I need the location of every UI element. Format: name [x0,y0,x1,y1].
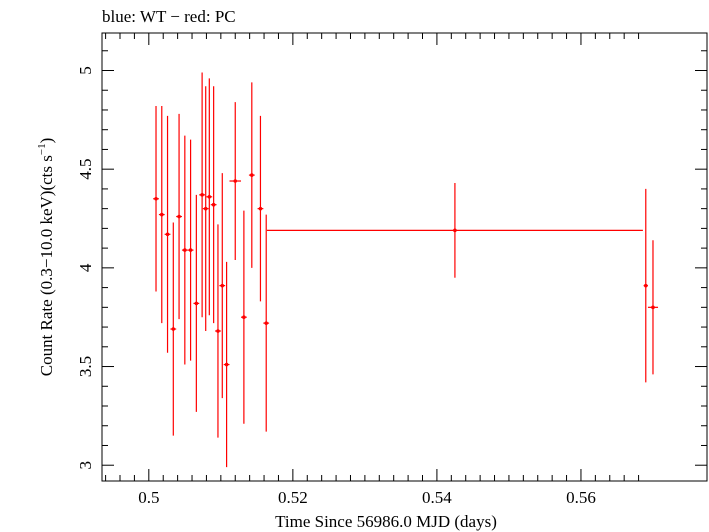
x-tick-label: 0.52 [278,488,308,507]
data-point [177,214,181,219]
plot-frame [101,32,708,482]
data-point [224,362,229,367]
y-axis-label-sup: −1 [36,143,48,155]
data-point [264,321,269,325]
x-tick-label: 0.56 [566,488,596,507]
y-tick-label: 3 [76,461,95,470]
data-point [453,228,457,233]
data-point [258,206,263,211]
data-point [211,202,216,207]
data-point [183,248,187,252]
data-point [194,301,199,306]
x-axis-label: Time Since 56986.0 MJD (days) [275,512,497,531]
data-point [171,327,176,331]
data-point [188,248,193,252]
data-point [250,173,254,177]
y-axis-label-close: ) [37,138,56,144]
y-tick-label: 4 [76,263,95,272]
data-point [207,195,212,199]
data-point [159,212,164,217]
x-axis: 0.5 0.52 0.54 0.56 [105,33,640,507]
y-tick-label: 5 [76,66,95,75]
data-point [165,232,170,237]
data-point [216,329,220,333]
y-tick-label: 4.5 [76,159,95,180]
pc-series [153,72,659,468]
y-axis-label: Count Rate (0.3−10.0 keV)(cts s−1) [36,138,56,377]
data-point [233,179,238,183]
data-point [200,193,204,197]
data-point [203,206,208,211]
chart-title: blue: WT − red: PC [102,7,236,26]
x-tick-label: 0.5 [138,488,159,507]
data-point [154,196,158,201]
y-tick-label: 3.5 [76,356,95,377]
x-tick-label: 0.54 [422,488,452,507]
data-point [220,283,225,288]
data-point [643,283,648,288]
data-point [242,315,246,319]
data-point [651,305,655,310]
y-axis-label-main: Count Rate (0.3−10.0 keV)(cts s [37,155,56,376]
y-axis: 3 3.5 4 4.5 5 [76,50,707,470]
